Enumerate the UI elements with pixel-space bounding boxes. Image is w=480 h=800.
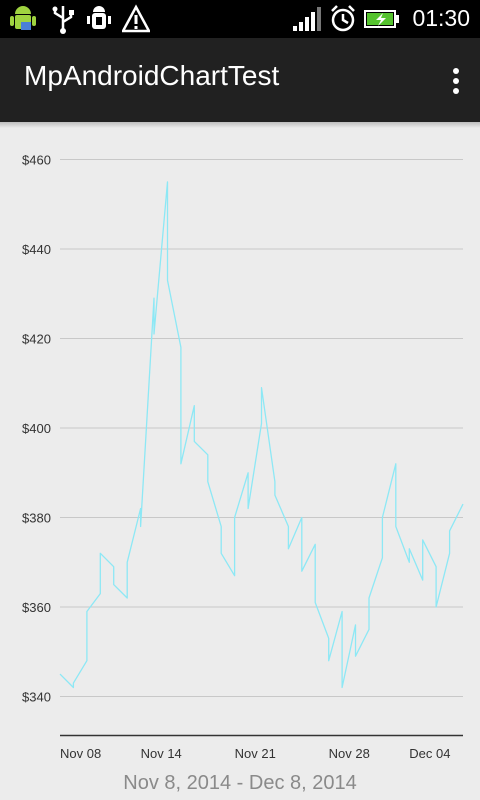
warning-icon [122,4,150,33]
y-tick-label: $440 [22,242,51,257]
y-tick-label: $420 [22,332,51,347]
action-bar: MpAndroidChartTest [0,38,480,122]
y-tick-label: $400 [22,421,51,436]
price-series-line [59,181,464,689]
android-icon [10,6,36,30]
x-tick-label: Nov 08 [60,746,101,761]
y-tick-label: $380 [22,511,51,526]
overflow-menu-icon[interactable] [446,66,466,96]
date-range-label: Nov 8, 2014 - Dec 8, 2014 [123,772,357,794]
price-line-chart[interactable]: $460 $440 $420 $400 $380 $360 $340 Nov 08 Nov 14… [0,128,480,800]
x-tick-label: Nov 14 [141,746,182,761]
debug-icon [87,6,111,29]
y-tick-label: $340 [22,690,51,705]
app-title: MpAndroidChartTest [24,60,280,91]
signal-icon [293,7,321,31]
action-bar-shadow [0,122,480,128]
usb-icon [52,6,74,34]
alarm-icon [331,5,355,32]
y-tick-label: $360 [22,600,51,615]
clock: 01:30 [412,5,470,31]
y-tick-label: $460 [22,153,51,168]
x-tick-label: Dec 04 [409,746,450,761]
status-bar: 01:30 [0,0,480,38]
battery-charging-icon [364,10,399,28]
x-tick-label: Nov 21 [235,746,276,761]
x-tick-label: Nov 28 [329,746,370,761]
